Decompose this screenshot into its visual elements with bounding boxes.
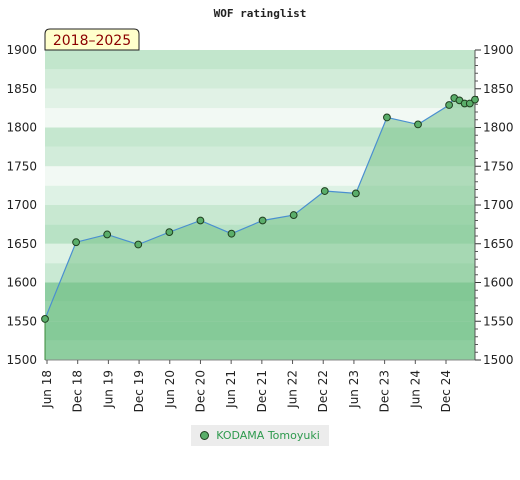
data-point <box>196 216 205 225</box>
band <box>45 108 475 128</box>
y-tick-label-right: 1550 <box>483 314 514 328</box>
y-tick-label-right: 1600 <box>483 276 514 290</box>
x-tick-label: Dec 21 <box>255 370 269 412</box>
data-point <box>320 187 329 195</box>
data-point <box>72 238 80 247</box>
legend: KODAMA Tomoyuki <box>191 425 329 446</box>
y-tick-label-left: 1650 <box>6 237 37 251</box>
y-tick-label-left: 1850 <box>6 82 37 96</box>
data-point <box>103 230 112 239</box>
data-point <box>258 216 267 225</box>
x-tick-label: Jun 18 <box>40 370 54 409</box>
data-point <box>465 99 474 108</box>
data-point <box>227 229 236 238</box>
data-point <box>165 228 174 237</box>
y-tick-label-right: 1650 <box>483 237 514 251</box>
data-point <box>289 211 298 219</box>
y-axis-right: 1500 1550 1600 1650 1700 1750 1800 1850 1900 <box>475 43 514 367</box>
band <box>45 88 475 109</box>
x-tick-label: Dec 20 <box>193 370 207 412</box>
x-axis: Jun 18 Dec 18 Jun 19 Dec 19 Jun 20 Dec 20 Jun … <box>40 360 453 412</box>
y-tick-label-left: 1600 <box>6 276 37 290</box>
y-tick-label-left: 1500 <box>6 353 37 367</box>
x-tick-label: Dec 19 <box>132 370 146 412</box>
y-axis-left: 1500 1550 1600 1650 1700 1750 1800 1850 1900 <box>6 43 37 367</box>
data-point <box>351 189 360 198</box>
data-point <box>445 101 453 109</box>
year-range-badge: 2018–2025 <box>44 28 140 51</box>
y-tick-label-left: 1700 <box>6 198 37 212</box>
y-tick-label-right: 1700 <box>483 198 514 212</box>
x-tick-label: Jun 23 <box>347 370 361 409</box>
y-tick-label-left: 1900 <box>6 43 37 57</box>
data-point <box>134 240 143 249</box>
x-tick-label: Dec 24 <box>439 370 453 412</box>
data-point <box>383 113 391 122</box>
y-tick-label-left: 1750 <box>6 159 37 173</box>
y-tick-label-right: 1750 <box>483 159 514 173</box>
band <box>45 127 475 147</box>
x-tick-label: Jun 20 <box>163 370 177 409</box>
rating-area <box>45 98 475 361</box>
data-point <box>471 95 479 104</box>
band <box>45 69 475 89</box>
x-tick-label: Jun 22 <box>286 370 300 409</box>
y-tick-label-left: 1800 <box>6 121 37 135</box>
y-tick-label-right: 1850 <box>483 82 514 96</box>
chart-title: WOF ratinglist <box>214 7 307 20</box>
x-tick-label: Jun 21 <box>224 370 238 409</box>
x-tick-label: Jun 19 <box>101 370 115 409</box>
band <box>45 146 475 167</box>
data-point <box>41 315 49 323</box>
legend-marker-icon <box>200 431 210 440</box>
x-tick-label: Jun 24 <box>408 370 422 409</box>
legend-label: KODAMA Tomoyuki <box>216 429 320 442</box>
y-tick-label-right: 1500 <box>483 353 514 367</box>
y-tick-label-right: 1800 <box>483 121 514 135</box>
data-points <box>41 94 479 360</box>
x-tick-label: Dec 23 <box>378 370 392 412</box>
data-point <box>414 120 422 129</box>
y-tick-label-left: 1550 <box>6 314 37 328</box>
x-tick-label: Dec 22 <box>316 370 330 412</box>
y-tick-label-right: 1900 <box>483 43 514 57</box>
x-tick-label: Dec 18 <box>71 370 85 412</box>
year-range-label: 2018–2025 <box>53 33 131 49</box>
band <box>45 50 475 70</box>
